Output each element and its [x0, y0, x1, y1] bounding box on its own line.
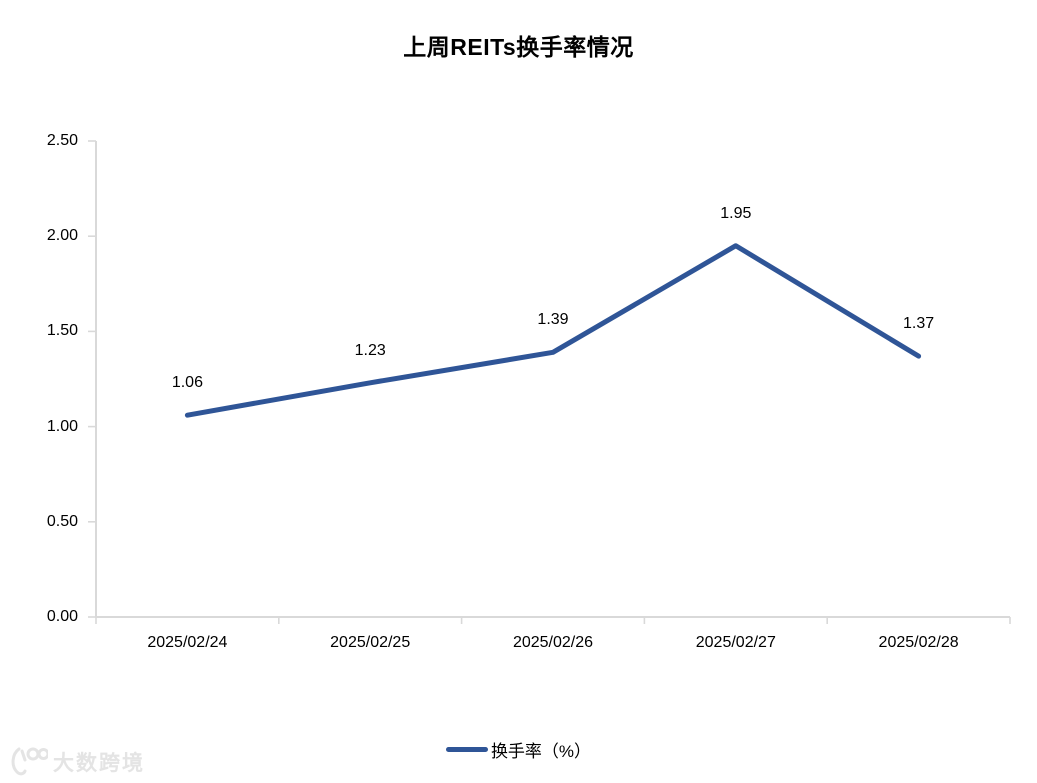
y-axis-tick-label: 0.00 [46, 608, 78, 625]
y-axis-tick-label: 0.50 [46, 512, 78, 530]
data-point-label: 1.06 [171, 374, 203, 392]
series-line [184, 243, 922, 418]
x-axis-tick-label: 2025/02/26 [512, 634, 594, 651]
data-point-label: 1.95 [720, 204, 752, 222]
data-point-label: 1.39 [537, 311, 569, 329]
x-axis-tick-label: 2025/02/28 [878, 634, 959, 651]
legend-line-swatch [445, 746, 488, 752]
watermark-logo-icon [11, 747, 48, 776]
x-axis-tick-label: 2025/02/25 [330, 634, 411, 651]
watermark: 大数跨境 [8, 746, 145, 778]
y-axis-tick-label: 2.00 [46, 227, 78, 245]
legend: 换手率（%） [0, 736, 1037, 762]
data-point-label: 1.37 [903, 315, 935, 333]
x-axis-tick-label: 2025/02/24 [147, 634, 228, 651]
watermark-text: 大数跨境 [53, 752, 145, 775]
chart-title: 上周REITs换手率情况 [403, 34, 634, 60]
y-axis-tick-label: 1.50 [46, 322, 78, 340]
y-axis-tick-label: 1.00 [46, 417, 78, 435]
y-axis-tick-label: 2.50 [46, 132, 78, 149]
data-point-label: 1.23 [354, 341, 386, 359]
x-axis-tick-label: 2025/02/27 [695, 634, 776, 651]
legend-label: 换手率（%） [490, 741, 592, 761]
